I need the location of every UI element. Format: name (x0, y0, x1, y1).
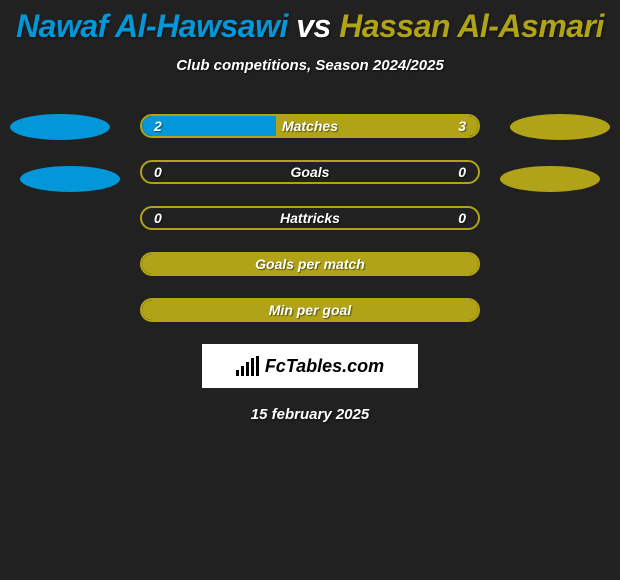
page-title: Nawaf Al-Hawsawi vs Hassan Al-Asmari (0, 0, 620, 45)
stat-bar: Min per goal (140, 298, 480, 322)
date-text: 15 february 2025 (0, 406, 620, 423)
avatar-left-oval-1 (10, 114, 110, 140)
stat-bar: 2 3 Matches (140, 114, 480, 138)
player-right-name: Hassan Al-Asmari (339, 8, 604, 44)
brand-chart-icon (236, 356, 259, 376)
stat-label: Goals (291, 164, 330, 180)
stat-fill-left (142, 116, 276, 136)
stat-label: Min per goal (269, 302, 351, 318)
brand-box: FcTables.com (202, 344, 418, 388)
player-left-name: Nawaf Al-Hawsawi (16, 8, 288, 44)
stat-value-right: 0 (458, 210, 466, 226)
stat-bars: 2 3 Matches 0 0 Goals 0 0 Hattricks Goals per mat… (140, 114, 480, 322)
avatar-right-oval-2 (500, 166, 600, 192)
stat-label: Matches (282, 118, 338, 134)
avatar-left-oval-2 (20, 166, 120, 192)
stat-bar: 0 0 Hattricks (140, 206, 480, 230)
brand-name: FcTables.com (265, 356, 384, 377)
stat-value-left: 2 (154, 118, 162, 134)
vs-text: vs (296, 8, 331, 44)
stat-value-left: 0 (154, 164, 162, 180)
stat-value-right: 3 (458, 118, 466, 134)
comparison-block: 2 3 Matches 0 0 Goals 0 0 Hattricks Goals per mat… (0, 114, 620, 322)
subtitle: Club competitions, Season 2024/2025 (0, 57, 620, 74)
stat-label: Goals per match (255, 256, 365, 272)
stat-value-left: 0 (154, 210, 162, 226)
avatar-right-oval-1 (510, 114, 610, 140)
stat-bar: Goals per match (140, 252, 480, 276)
stat-label: Hattricks (280, 210, 340, 226)
stat-bar: 0 0 Goals (140, 160, 480, 184)
stat-value-right: 0 (458, 164, 466, 180)
